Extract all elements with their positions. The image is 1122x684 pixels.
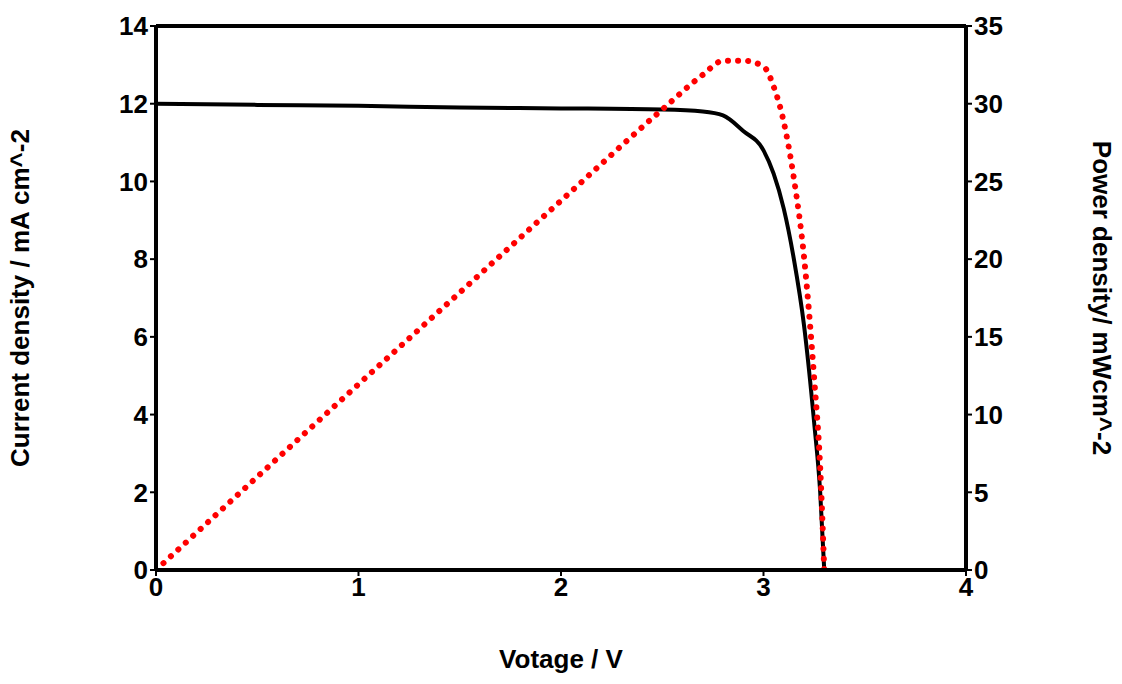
svg-text:3: 3 <box>756 572 770 602</box>
svg-text:10: 10 <box>119 167 148 197</box>
svg-text:4: 4 <box>959 572 974 602</box>
svg-text:14: 14 <box>119 11 148 41</box>
svg-text:1: 1 <box>351 572 365 602</box>
svg-text:2: 2 <box>554 572 568 602</box>
svg-text:8: 8 <box>134 244 148 274</box>
svg-text:0: 0 <box>149 572 163 602</box>
svg-text:2: 2 <box>134 478 148 508</box>
svg-text:35: 35 <box>974 11 1003 41</box>
svg-text:25: 25 <box>974 167 1003 197</box>
svg-text:12: 12 <box>119 89 148 119</box>
svg-text:0: 0 <box>974 555 988 585</box>
svg-text:15: 15 <box>974 322 1003 352</box>
svg-text:30: 30 <box>974 89 1003 119</box>
svg-text:Votage / V: Votage / V <box>499 644 623 674</box>
svg-text:0: 0 <box>134 555 148 585</box>
svg-text:6: 6 <box>134 322 148 352</box>
svg-text:10: 10 <box>974 400 1003 430</box>
svg-text:20: 20 <box>974 244 1003 274</box>
svg-text:4: 4 <box>134 400 149 430</box>
svg-text:Power density/ mWcm^-2: Power density/ mWcm^-2 <box>1087 141 1117 455</box>
svg-text:Current density / mA cm^-2: Current density / mA cm^-2 <box>5 129 35 467</box>
svg-text:5: 5 <box>974 478 988 508</box>
